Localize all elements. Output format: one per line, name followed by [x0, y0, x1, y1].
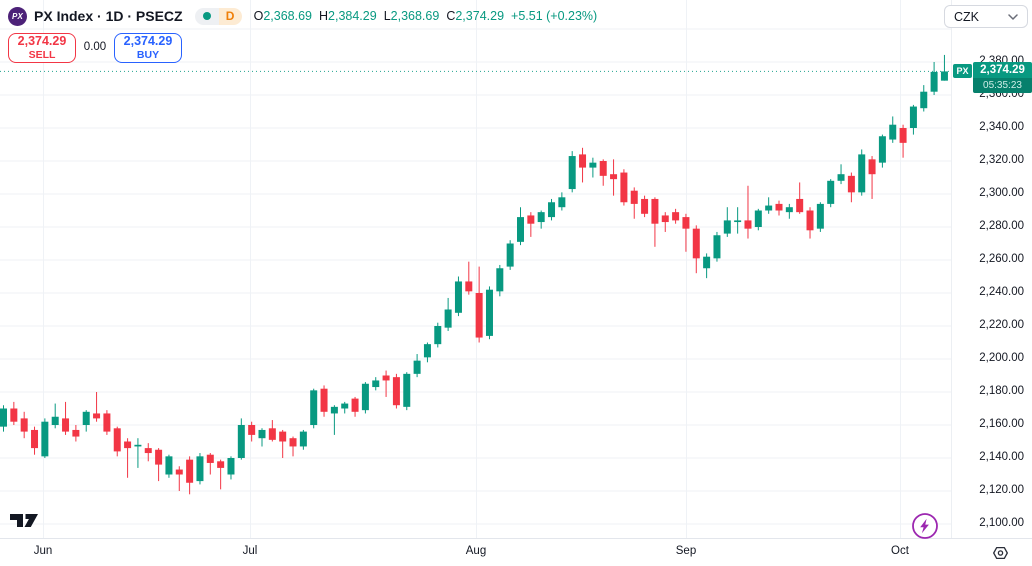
- time-axis-label: Aug: [465, 545, 487, 557]
- settings-gear-icon[interactable]: [992, 545, 1009, 561]
- currency-button[interactable]: CZK: [944, 5, 1028, 28]
- time-axis-label: Oct: [891, 545, 909, 557]
- sell-label: SELL: [28, 48, 56, 61]
- ohlc-low: L2,368.69: [383, 9, 440, 23]
- time-axis-label: Sep: [675, 545, 697, 557]
- trade-panel: 2,374.29 SELL 0.00 2,374.29 BUY: [8, 33, 182, 63]
- chevron-down-icon: [1008, 13, 1018, 20]
- price-axis-label: 2,220.00: [979, 319, 1024, 331]
- ohlc-open: O2,368.69: [253, 9, 312, 23]
- chart-legend: PX PX Index · 1D · PSECZ D O2,368.69 H2,…: [8, 5, 597, 27]
- ohlc-legend: O2,368.69 H2,384.29 L2,368.69 C2,374.29 …: [254, 9, 598, 23]
- price-axis-label: 2,180.00: [979, 385, 1024, 397]
- time-axis-label: Jul: [242, 545, 258, 557]
- buy-price: 2,374.29: [123, 34, 173, 49]
- lightning-icon[interactable]: [911, 512, 939, 540]
- price-axis-label: 2,140.00: [979, 451, 1024, 463]
- change-value: +5.51 (+0.23%): [511, 9, 598, 23]
- spread-value: 0.00: [83, 40, 107, 53]
- price-axis-label: 2,100.00: [979, 517, 1024, 529]
- price-axis-label: 2,200.00: [979, 352, 1024, 364]
- ohlc-close: C2,374.29: [446, 9, 505, 23]
- candlestick-chart[interactable]: [0, 0, 951, 538]
- interval-badge[interactable]: D: [218, 7, 242, 25]
- symbol-title[interactable]: PX Index · 1D · PSECZ: [34, 8, 183, 24]
- ohlc-high: H2,384.29: [319, 9, 377, 23]
- price-axis-label: 2,240.00: [979, 286, 1024, 298]
- px-logo-icon: PX: [8, 6, 27, 26]
- price-axis-label: 2,280.00: [979, 220, 1024, 232]
- currency-label: CZK: [954, 9, 979, 24]
- sell-price: 2,374.29: [17, 34, 67, 49]
- price-axis-label: 2,340.00: [979, 121, 1024, 133]
- tradingview-logo[interactable]: [9, 511, 39, 535]
- price-axis-label: 2,320.00: [979, 154, 1024, 166]
- price-axis-label: 2,260.00: [979, 253, 1024, 265]
- interval-pill[interactable]: D: [194, 7, 242, 25]
- price-flag-symbol: PX: [953, 64, 972, 79]
- time-axis-label: Jun: [33, 545, 53, 557]
- buy-label: BUY: [136, 48, 160, 61]
- price-axis-label: 2,120.00: [979, 484, 1024, 496]
- chart-canvas[interactable]: [0, 0, 951, 538]
- price-axis-label: 2,160.00: [979, 418, 1024, 430]
- price-flag: 2,374.29 05:35:23: [973, 61, 1032, 93]
- buy-button[interactable]: 2,374.29 BUY: [114, 33, 182, 63]
- sell-button[interactable]: 2,374.29 SELL: [8, 33, 76, 63]
- price-flag-value: 2,374.29: [980, 63, 1025, 76]
- time-axis[interactable]: Jun Jul Aug Sep Oct: [0, 538, 1032, 564]
- price-axis-label: 2,300.00: [979, 187, 1024, 199]
- market-status-dot-icon: [194, 7, 219, 25]
- price-flag-countdown: 05:35:23: [973, 77, 1032, 93]
